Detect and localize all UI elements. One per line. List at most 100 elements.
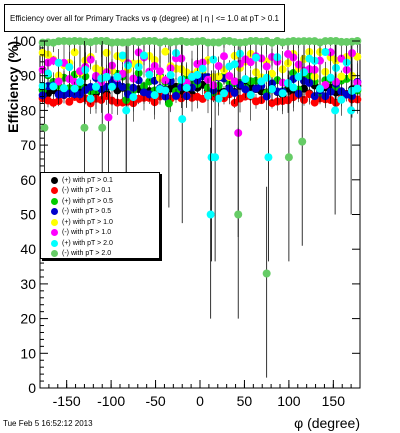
data-point — [161, 86, 170, 95]
data-point — [166, 71, 175, 80]
data-point — [326, 73, 335, 82]
data-point — [76, 77, 84, 86]
data-point — [54, 77, 63, 86]
data-point — [129, 93, 138, 102]
x-tick-label: 0 — [196, 393, 204, 409]
legend-label: (-) with pT > 0.5 — [62, 208, 112, 215]
y-tick-label: 10 — [20, 345, 36, 361]
data-point — [284, 79, 292, 88]
data-point — [177, 54, 186, 63]
data-point — [198, 64, 207, 73]
data-point — [262, 92, 271, 101]
data-point — [214, 72, 223, 81]
legend-entry: (-) with pT > 1.0 — [41, 228, 111, 238]
legend-marker — [51, 208, 58, 215]
data-point — [161, 76, 170, 85]
data-point — [246, 58, 255, 67]
y-axis-label: Efficiency (%) — [5, 41, 21, 133]
data-point — [104, 113, 113, 122]
data-point — [92, 82, 100, 91]
data-point — [102, 48, 111, 57]
data-point — [206, 210, 215, 219]
y-tick-label: 60 — [20, 172, 36, 188]
legend-entry: (-) with pT > 0.1 — [41, 186, 111, 196]
data-point — [65, 97, 74, 106]
data-point — [220, 89, 228, 98]
legend-entry: (-) with pT > 2.0 — [41, 249, 111, 259]
data-point — [331, 106, 340, 115]
data-point — [230, 60, 239, 69]
data-point — [134, 62, 143, 71]
data-point — [80, 123, 89, 132]
data-point — [262, 73, 271, 82]
data-point — [268, 85, 276, 94]
legend-marker — [51, 197, 58, 205]
legend-label: (-) with pT > 0.1 — [62, 187, 112, 194]
data-point — [177, 75, 186, 84]
data-point — [118, 51, 127, 60]
legend-marker — [51, 218, 58, 226]
legend-entry: (+) with pT > 2.0 — [41, 238, 113, 248]
data-point — [44, 69, 52, 78]
chart-title: Efficiency over all for Primary Tracks v… — [4, 4, 285, 32]
data-point — [289, 83, 298, 92]
chart-legend: (+) with pT > 0.1 (-) with pT > 0.1 (+) wi… — [40, 172, 160, 259]
data-point — [284, 153, 293, 162]
x-tick-label: 50 — [237, 393, 253, 409]
data-point — [321, 47, 330, 56]
data-point — [225, 71, 234, 80]
data-point — [81, 65, 90, 74]
data-point — [332, 63, 340, 72]
data-point — [86, 55, 95, 64]
data-point — [230, 77, 239, 86]
y-tick-label: 100 — [13, 33, 37, 49]
data-point — [150, 91, 159, 100]
data-point — [65, 63, 74, 72]
data-point — [49, 82, 58, 91]
legend-entry: (+) with pT > 0.1 — [41, 175, 113, 185]
data-point — [211, 153, 220, 162]
data-point — [156, 67, 164, 76]
y-tick-label: 20 — [20, 311, 36, 327]
data-point — [294, 72, 303, 81]
legend-marker — [51, 187, 58, 194]
data-point — [264, 153, 273, 162]
y-tick-label: 40 — [20, 241, 36, 257]
y-tick-label: 0 — [28, 380, 36, 396]
data-point — [70, 48, 79, 57]
data-point — [182, 83, 191, 92]
y-tick-label: 70 — [20, 137, 36, 153]
y-tick-label: 50 — [20, 207, 36, 223]
data-point — [193, 70, 202, 79]
legend-label: (-) with pT > 2.0 — [62, 250, 112, 257]
data-point — [337, 72, 346, 81]
legend-label: (+) with pT > 2.0 — [62, 239, 113, 247]
legend-entry: (+) with pT > 0.5 — [41, 196, 113, 206]
data-point — [234, 210, 243, 219]
x-axis-label: φ (degree) — [294, 415, 360, 431]
data-point — [298, 137, 307, 146]
data-point — [140, 51, 148, 60]
data-point — [230, 88, 239, 97]
data-point — [241, 85, 250, 94]
x-tick-label: -50 — [145, 393, 165, 409]
data-point — [300, 68, 308, 77]
data-point — [347, 106, 356, 115]
chart-title-text: Efficiency over all for Primary Tracks v… — [10, 13, 279, 23]
legend-marker — [51, 250, 58, 257]
data-point — [214, 61, 223, 70]
data-point — [348, 49, 356, 58]
data-point — [278, 89, 287, 98]
y-tick-label: 80 — [20, 102, 36, 118]
data-point — [204, 91, 212, 100]
data-point — [209, 81, 218, 90]
data-point — [252, 53, 260, 62]
data-point — [316, 84, 324, 93]
x-tick-label: -150 — [53, 393, 81, 409]
data-point — [98, 123, 107, 132]
data-point — [54, 58, 63, 67]
legend-label: (+) with pT > 0.5 — [62, 197, 113, 205]
legend-label: (+) with pT > 1.0 — [62, 218, 113, 226]
data-point — [310, 92, 319, 101]
data-point — [145, 70, 154, 79]
